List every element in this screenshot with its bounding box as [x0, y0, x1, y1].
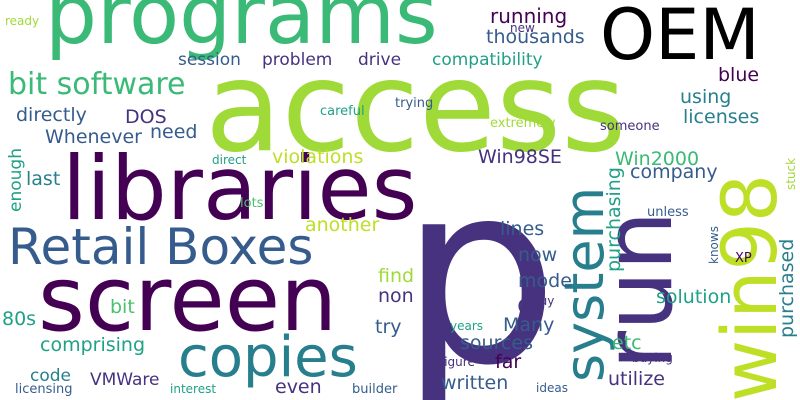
word-purchased: purchased: [776, 238, 798, 338]
word-find: find: [378, 265, 415, 287]
word-c: c: [517, 290, 532, 320]
word-extremely: extremely: [490, 116, 556, 131]
word-win98se: Win98SE: [478, 146, 562, 168]
word-thousands: thousands: [486, 26, 585, 48]
word-etc: etc: [612, 332, 642, 354]
word-libraries: libraries: [62, 137, 418, 240]
word-even: even: [275, 376, 322, 398]
word-code: code: [30, 366, 71, 386]
word-buy: buy: [532, 294, 555, 308]
word-blue: blue: [718, 64, 760, 86]
word-buying: buying: [632, 351, 673, 365]
word-non: non: [378, 285, 414, 307]
word-xp: XP: [735, 251, 752, 266]
word-figure: figure: [440, 355, 475, 369]
word-someone: someone: [600, 119, 660, 134]
word-copies: copies: [178, 325, 358, 390]
word-lines: lines: [500, 218, 545, 240]
word-vmware: VMWare: [90, 370, 160, 390]
word-ready: ready: [5, 14, 40, 28]
word-using: using: [680, 86, 732, 108]
word-unless: unless: [647, 205, 689, 220]
word-knows: knows: [707, 226, 721, 264]
word-try: try: [375, 316, 402, 338]
word-oem: OEM: [600, 0, 760, 76]
word-win2000: Win2000: [615, 148, 700, 170]
word-licensing: licensing: [15, 382, 73, 397]
word-bit: bit: [110, 296, 135, 318]
word-licenses: licenses: [683, 106, 760, 128]
word-violations: violations: [272, 146, 364, 168]
word-ideas: ideas: [536, 381, 568, 395]
word-another: another: [305, 214, 380, 236]
word-compatibility: compatibility: [432, 50, 543, 70]
word-sources: sources: [460, 332, 533, 354]
word-purchasing: purchasing: [603, 167, 625, 272]
word-last: last: [26, 168, 61, 190]
word-screen: screen: [38, 247, 338, 352]
word-drive: drive: [358, 50, 402, 70]
word-direct: direct: [212, 153, 247, 167]
word-written: written: [441, 372, 509, 394]
word-access: access: [205, 35, 627, 180]
word-lots: lots: [240, 196, 264, 211]
word-bit-software: bit software: [8, 67, 186, 102]
word-enough: enough: [6, 148, 26, 212]
word-80s: 80s: [2, 308, 37, 330]
word-problem: problem: [262, 50, 333, 70]
word-comprising: comprising: [40, 334, 146, 356]
word-stuck: stuck: [784, 157, 798, 190]
word-dos: DOS: [125, 106, 167, 128]
word-years: years: [450, 319, 484, 333]
word-solution: solution: [656, 286, 732, 308]
word-new: new: [510, 21, 535, 35]
word-mode: mode: [518, 270, 572, 292]
word-interest: interest: [170, 382, 217, 396]
word-running: running: [490, 4, 568, 28]
word-programs: programs: [45, 0, 438, 63]
word-directly: directly: [16, 104, 87, 126]
word-session: session: [178, 50, 241, 70]
word-whenever: Whenever: [45, 126, 142, 148]
word-many: Many: [503, 314, 555, 336]
word-need: need: [150, 121, 198, 143]
word-retail-boxes: Retail Boxes: [8, 218, 314, 276]
word-far: far: [495, 351, 522, 373]
word-builder: builder: [352, 382, 398, 397]
word-utilize: utilize: [608, 368, 665, 390]
word-now: now: [518, 244, 558, 266]
word-company: company: [630, 161, 718, 183]
word-careful: careful: [320, 104, 365, 119]
word-trying: trying: [395, 96, 434, 111]
word-p: p: [400, 129, 559, 400]
